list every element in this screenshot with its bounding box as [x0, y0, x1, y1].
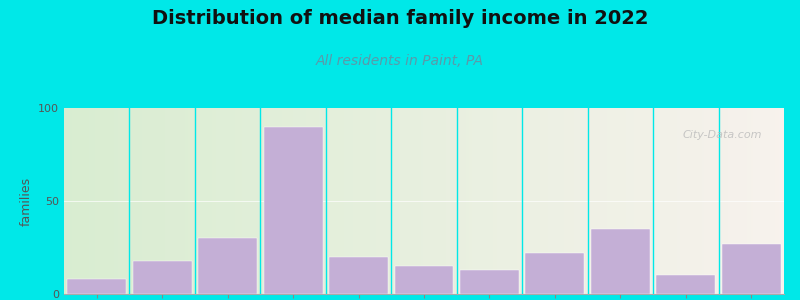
- Bar: [133, 260, 192, 294]
- Text: City-Data.com: City-Data.com: [683, 130, 762, 140]
- Bar: [591, 229, 650, 294]
- Bar: [460, 270, 519, 294]
- Bar: [656, 275, 715, 294]
- Bar: [264, 127, 322, 294]
- Bar: [329, 257, 388, 294]
- Text: All residents in Paint, PA: All residents in Paint, PA: [316, 54, 484, 68]
- Bar: [526, 253, 584, 294]
- Bar: [198, 238, 257, 294]
- Text: Distribution of median family income in 2022: Distribution of median family income in …: [152, 9, 648, 28]
- Bar: [722, 244, 781, 294]
- Bar: [394, 266, 454, 294]
- Bar: [67, 279, 126, 294]
- Y-axis label: families: families: [19, 176, 33, 226]
